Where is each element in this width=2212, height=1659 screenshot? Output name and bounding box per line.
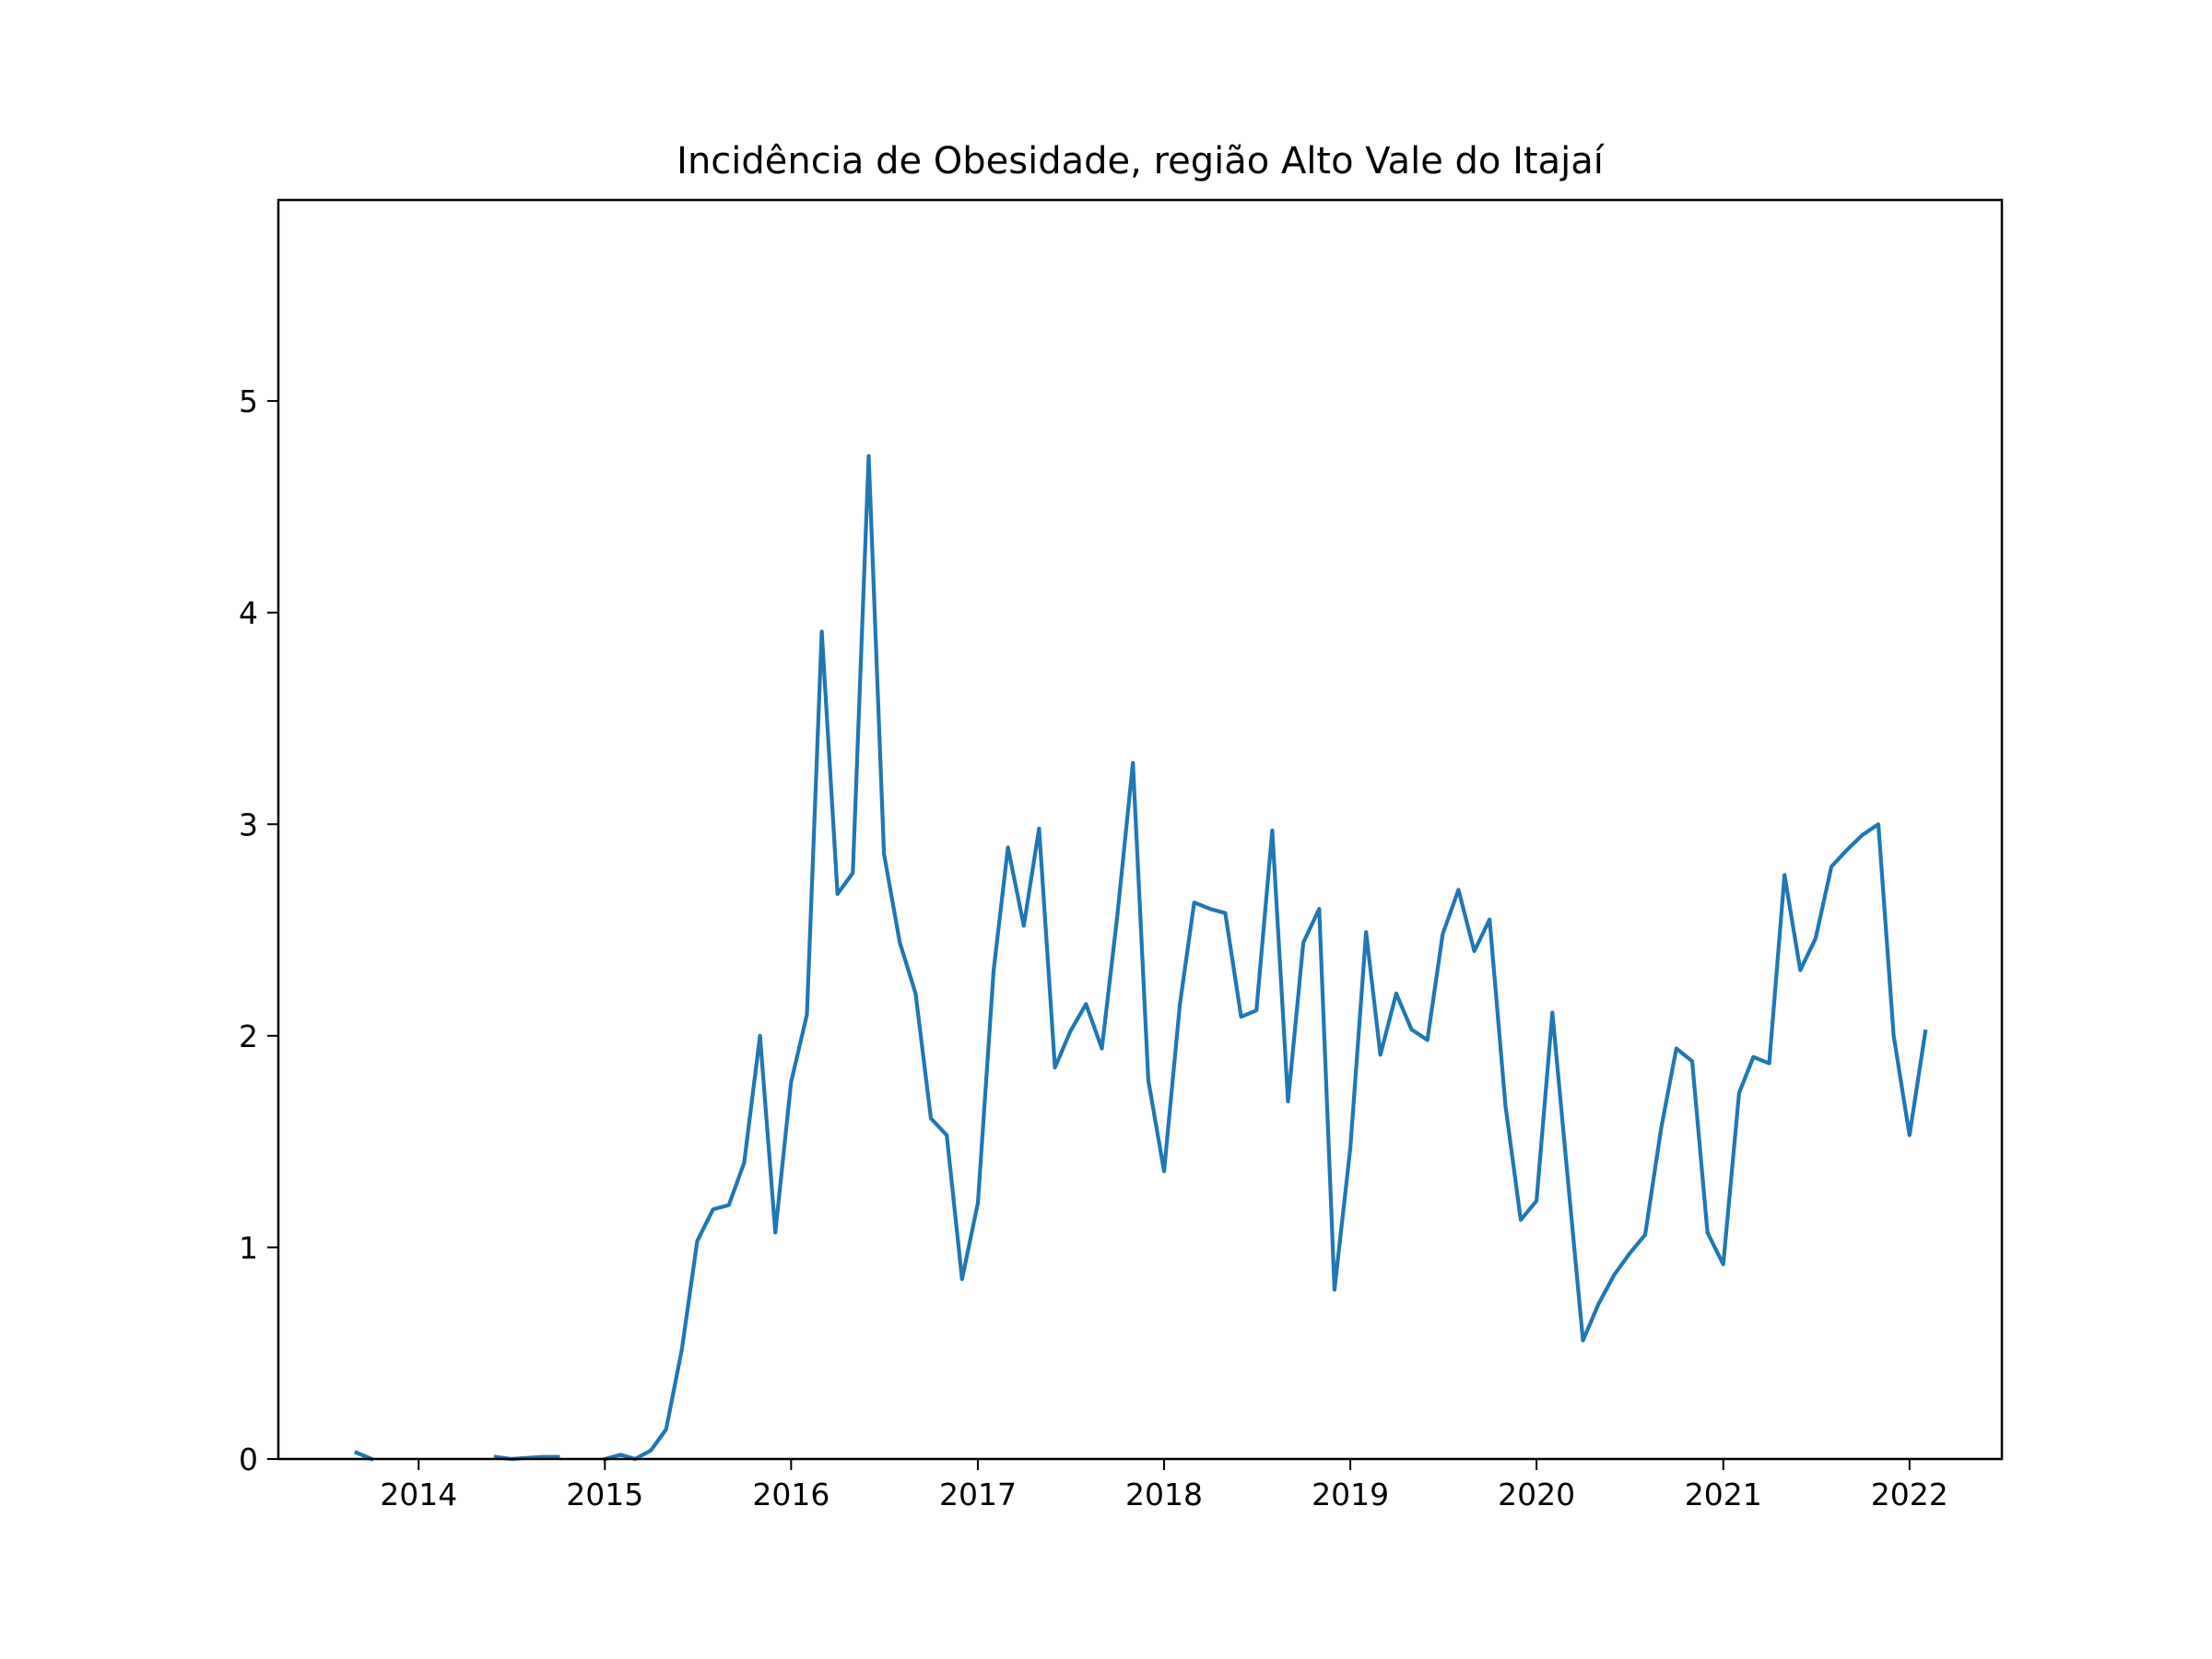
chart-title: Incidência de Obesidade, região Alto Val… [677, 140, 1606, 182]
x-tick-label: 2019 [1312, 1477, 1389, 1512]
y-tick-label: 2 [239, 1018, 258, 1054]
x-axis: 2014 2015 2016 2017 2018 2019 2020 2021 2022 [380, 1459, 1948, 1512]
y-tick-label: 3 [239, 806, 258, 842]
x-tick-label: 2017 [939, 1477, 1017, 1512]
x-tick-label: 2021 [1685, 1477, 1762, 1512]
x-tick-label: 2020 [1498, 1477, 1575, 1512]
x-tick-label: 2015 [566, 1477, 643, 1512]
x-tick-label: 2018 [1125, 1477, 1203, 1512]
x-tick-label: 2014 [380, 1477, 457, 1512]
y-tick-label: 5 [239, 383, 258, 419]
series-line-segment-1-3 [602, 453, 1928, 1462]
x-tick-label: 2016 [752, 1477, 830, 1512]
y-tick-label: 1 [239, 1230, 258, 1265]
y-axis: 0 1 2 3 4 5 [239, 383, 278, 1477]
y-tick-label: 0 [239, 1441, 258, 1477]
x-tick-label: 2022 [1871, 1477, 1948, 1512]
plot-frame [276, 198, 2004, 1461]
y-tick-label: 4 [239, 595, 258, 631]
